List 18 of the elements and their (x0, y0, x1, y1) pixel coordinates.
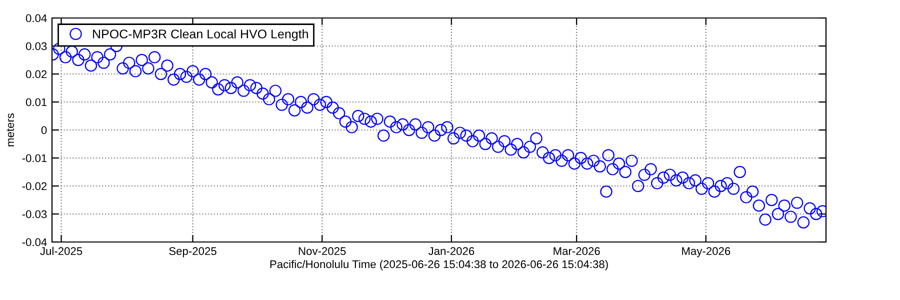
x-tick-label: Jul-2025 (40, 246, 82, 256)
y-tick-label: 0 (41, 126, 47, 134)
x-tick-label: Nov-2025 (298, 247, 346, 256)
x-tick-label: Sep-2025 (169, 247, 216, 258)
y-tick-label: -0.01 (22, 154, 47, 162)
x-tick-label: Mar-2026 (554, 247, 600, 256)
x-axis-title: Pacific/Honolulu Time (2025-06-26 15:04:38 to 2026-06-26 15:04:38) (270, 260, 608, 270)
legend-label: NPOC-MP3R Clean Local HVO Length (93, 29, 308, 41)
y-tick-label: -0.04 (22, 238, 47, 246)
y-axis-title: meters (6, 113, 14, 146)
y-tick-label: 0.03 (26, 42, 47, 50)
y-tick-label: -0.02 (22, 182, 47, 190)
x-tick-label: Jan-2026 (428, 247, 474, 256)
y-tick-label: -0.03 (22, 210, 47, 218)
x-tick-label: May-2026 (682, 247, 730, 258)
y-tick-label: 0.01 (26, 98, 47, 106)
y-tick-label: 0.04 (26, 14, 47, 22)
y-tick-label: 0.02 (26, 70, 47, 78)
